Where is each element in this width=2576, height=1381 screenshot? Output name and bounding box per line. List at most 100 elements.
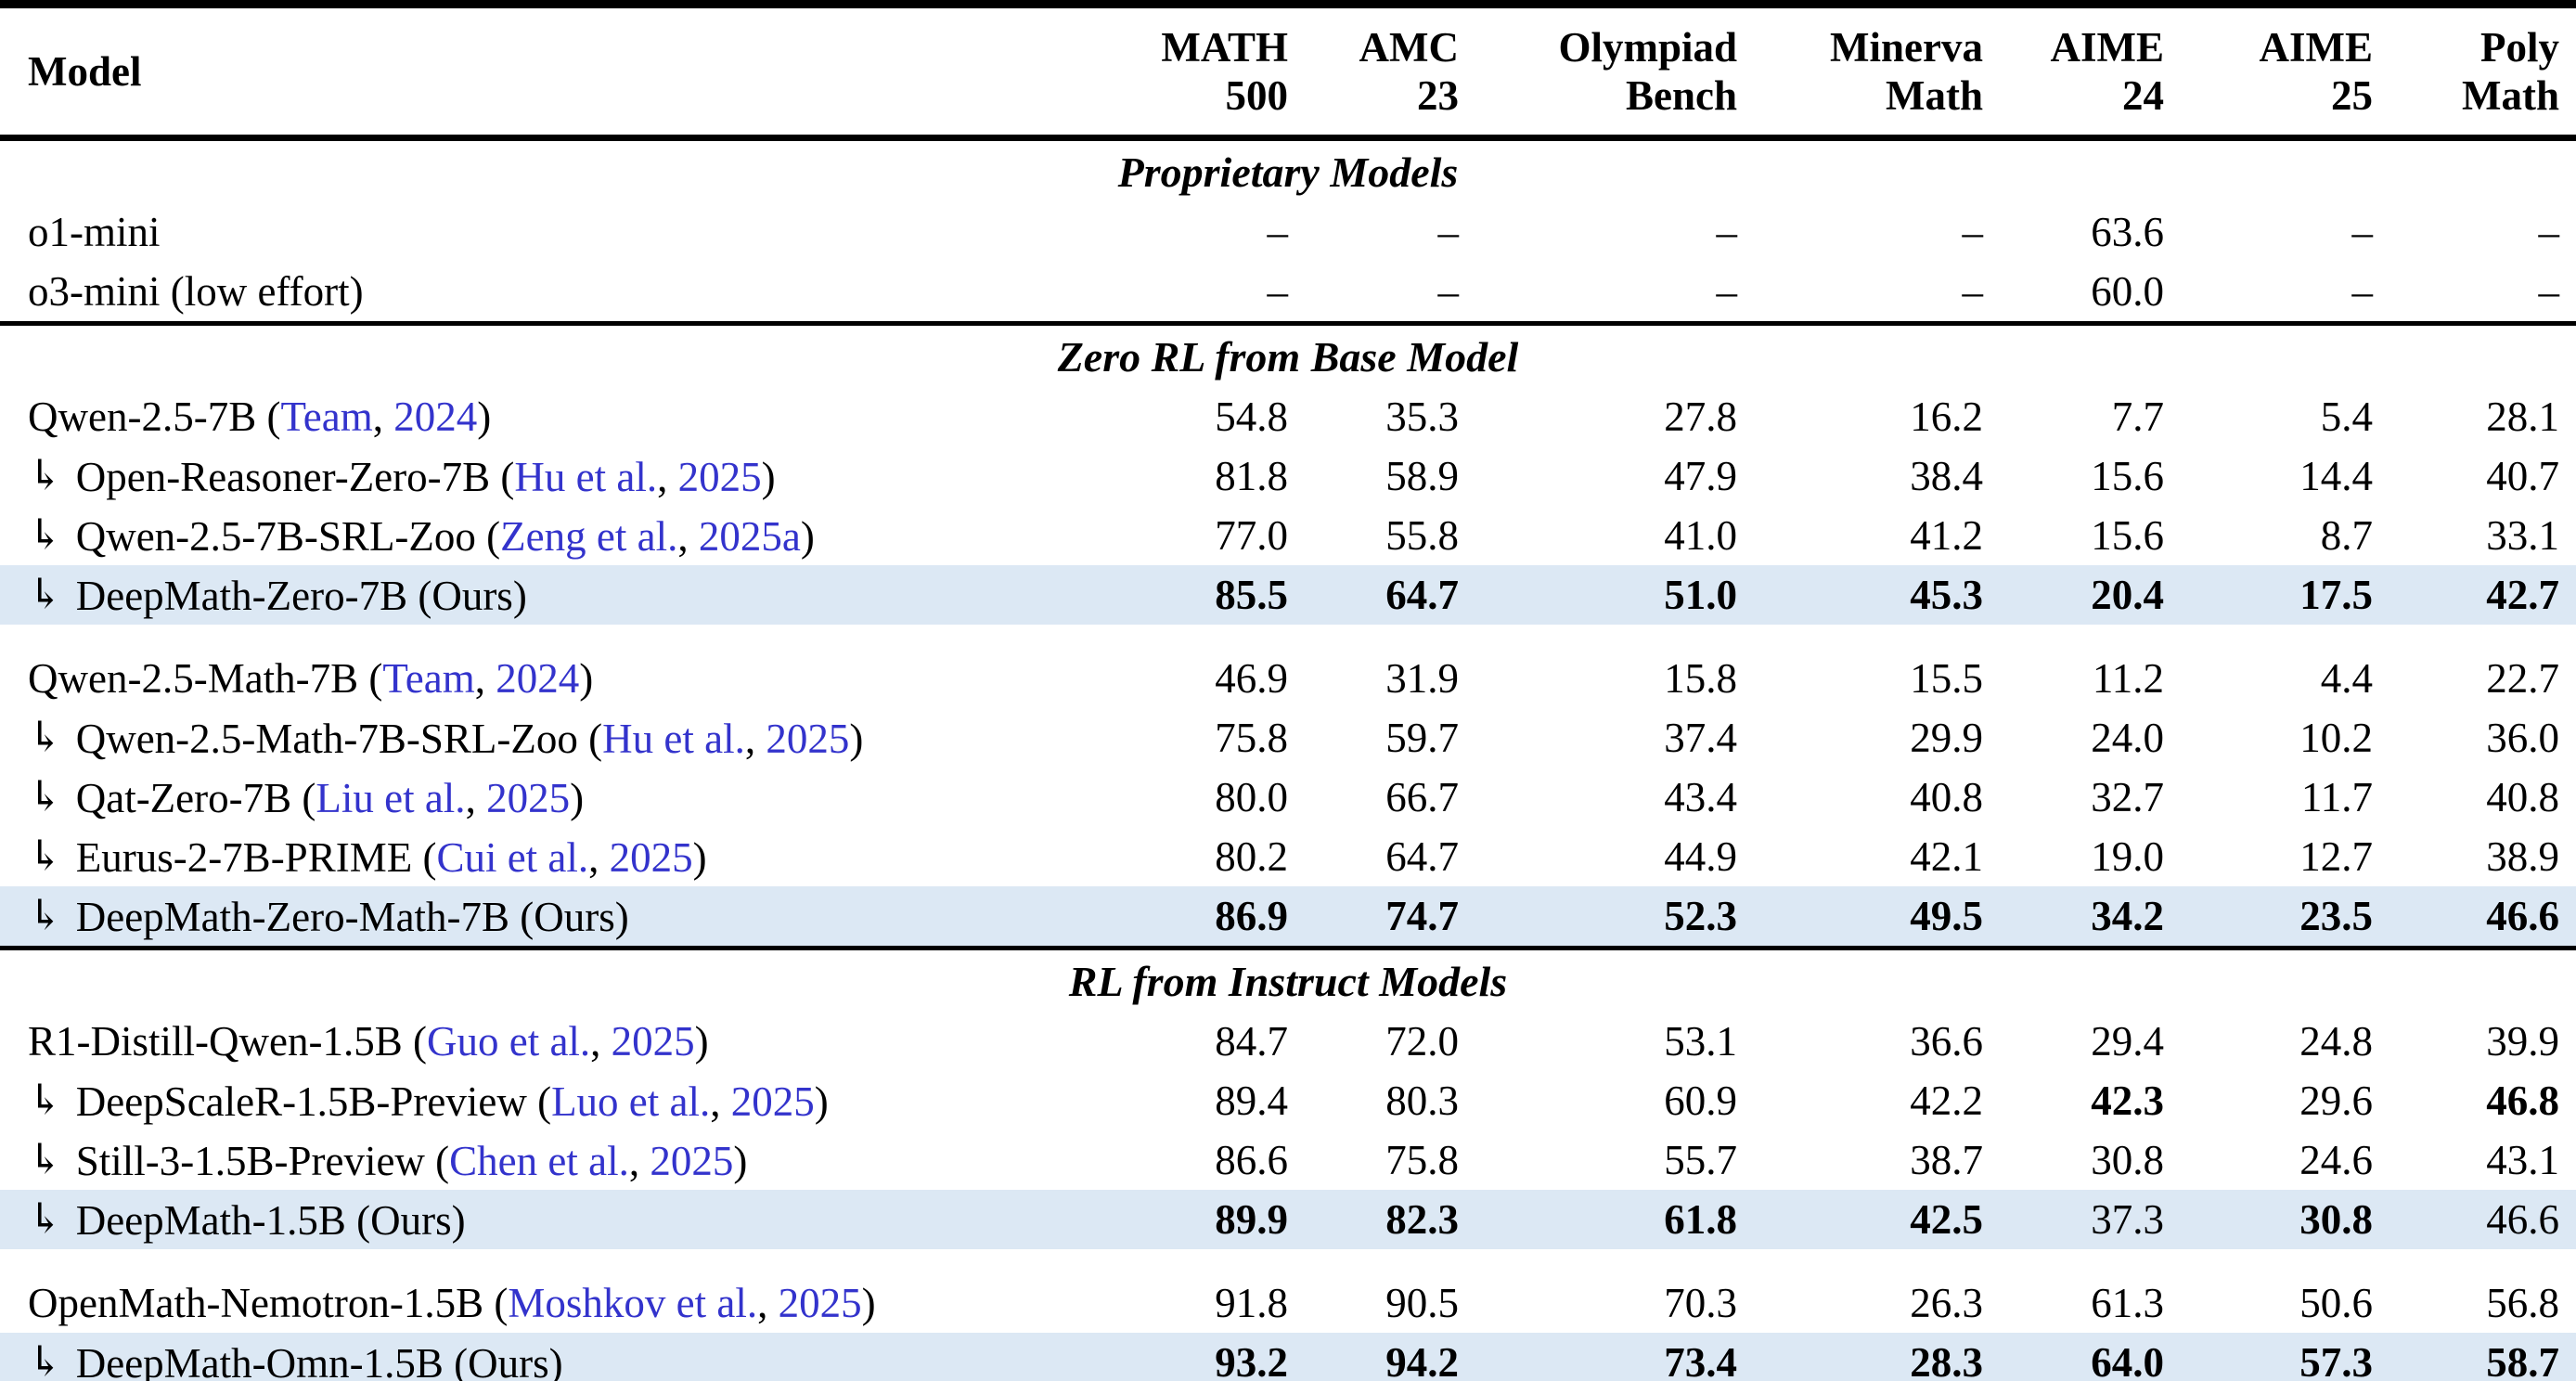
column-header-line1: AIME	[2050, 24, 2165, 71]
score-cell: –	[1962, 209, 1984, 256]
score-cell: 42.3	[2091, 1078, 2164, 1125]
citation-link[interactable]: 2025	[650, 1137, 734, 1184]
model-name: )	[579, 655, 594, 703]
citation-link[interactable]: Cui et al.	[436, 833, 589, 881]
score-cell: 29.6	[2299, 1078, 2373, 1125]
branch-arrow-icon: ↳	[28, 891, 63, 938]
citation-link[interactable]: 2025	[766, 715, 850, 762]
score-cell: 11.2	[2092, 655, 2164, 703]
table-row: ↳ Qat-Zero-7B (Liu et al., 2025) 80.0 66.7 4…	[0, 768, 2576, 827]
group-spacer	[0, 1249, 2576, 1273]
score-cell: 30.8	[2181, 1190, 2389, 1250]
model-name: Still-3-1.5B-Preview (	[75, 1137, 450, 1184]
section-title: Proprietary Models	[1117, 148, 1459, 196]
citation-link[interactable]: Liu et al.	[316, 774, 466, 821]
score-cell: 73.4	[1475, 1333, 1754, 1381]
score-cell: 42.5	[1754, 1190, 2000, 1250]
citation-link[interactable]: 2025	[677, 453, 762, 500]
model-name: Qat-Zero-7B (	[75, 774, 316, 821]
score-cell: 22.7	[2486, 655, 2559, 703]
score-cell: 52.3	[1475, 886, 1754, 949]
model-cell: Qwen-2.5-Math-7B (Team, 2024)	[0, 649, 1119, 708]
column-header-line1: AIME	[2259, 24, 2374, 71]
table-row: o3-mini (low effort) – – – – 60.0 – –	[0, 262, 2576, 324]
citation-link[interactable]: Chen et al.	[449, 1137, 629, 1184]
model-name: ,	[588, 833, 610, 881]
model-name: Open-Reasoner-Zero-7B (	[75, 453, 515, 500]
citation-link[interactable]: 2025	[486, 774, 571, 821]
model-cell: ↳ DeepMath-Zero-Math-7B (Ours)	[0, 886, 1119, 949]
score-cell: 32.7	[2091, 774, 2164, 821]
table-row: ↳ DeepScaleR-1.5B-Preview (Luo et al., 20…	[0, 1071, 2576, 1130]
group-spacer-cell	[0, 1249, 2576, 1273]
table-row: ↳ Still-3-1.5B-Preview (Chen et al., 2025…	[0, 1130, 2576, 1190]
score-cell: 36.6	[1910, 1018, 1983, 1065]
score-cell: 40.7	[2486, 453, 2559, 500]
score-cell: 29.9	[1910, 715, 1983, 762]
table-row-ours: ↳ DeepMath-1.5B (Ours) 89.9 82.3 61.8 42.5 37.…	[0, 1190, 2576, 1250]
column-header-line1: Olympiad	[1558, 24, 1737, 71]
citation-link[interactable]: 2024	[393, 394, 478, 441]
citation-link[interactable]: Hu et al.	[602, 715, 745, 762]
score-cell: 38.4	[1910, 453, 1983, 500]
score-cell: 20.4	[2000, 565, 2181, 626]
score-cell: 41.0	[1664, 512, 1737, 560]
score-cell: –	[2351, 268, 2374, 316]
citation-link[interactable]: Hu et al.	[514, 453, 658, 500]
score-cell: 7.7	[2111, 394, 2164, 441]
citation-link[interactable]: Moshkov et al.	[508, 1280, 758, 1327]
column-header-line1: AMC	[1359, 24, 1459, 71]
citation-link[interactable]: 2024	[496, 655, 580, 703]
score-cell: 66.7	[1385, 774, 1459, 821]
branch-arrow-icon: ↳	[28, 832, 63, 879]
column-header-olympiad-bench: Olympiad Bench	[1475, 4, 1754, 142]
score-cell: 64.7	[1305, 565, 1475, 626]
model-cell: ↳ Open-Reasoner-Zero-7B (Hu et al., 2025)	[0, 446, 1119, 506]
citation-link[interactable]: 2025	[778, 1280, 862, 1327]
citation-link[interactable]: Team	[382, 655, 475, 703]
citation-link[interactable]: Zeng et al.	[500, 512, 678, 560]
group-spacer-cell	[0, 625, 2576, 649]
score-cell: 14.4	[2299, 453, 2373, 500]
table-header: Model MATH 500 AMC 23 Olympiad Bench Min…	[0, 4, 2576, 142]
score-cell: 33.1	[2486, 512, 2559, 560]
branch-arrow-icon: ↳	[28, 1337, 63, 1381]
score-cell: 64.0	[2000, 1333, 2181, 1381]
model-name: ,	[474, 655, 496, 703]
citation-link[interactable]: 2025a	[698, 512, 801, 560]
score-cell: 12.7	[2299, 833, 2373, 881]
score-cell: 37.4	[1664, 715, 1737, 762]
citation-link[interactable]: Guo et al.	[426, 1018, 591, 1065]
score-cell: 80.0	[1215, 774, 1288, 821]
model-name: )	[692, 833, 707, 881]
citation-link[interactable]: 2025	[609, 833, 693, 881]
model-cell: ↳ Qwen-2.5-Math-7B-SRL-Zoo (Hu et al., 20…	[0, 708, 1119, 768]
model-cell: ↳ DeepMath-Omn-1.5B (Ours)	[0, 1333, 1119, 1381]
score-cell: 91.8	[1215, 1280, 1288, 1327]
score-cell: 44.9	[1664, 833, 1737, 881]
section-header-row: RL from Instruct Models	[0, 946, 2576, 1013]
score-cell: 82.3	[1305, 1190, 1475, 1250]
model-name: DeepMath-Zero-7B (Ours)	[75, 572, 527, 619]
score-cell: 61.3	[2091, 1280, 2164, 1327]
citation-link[interactable]: 2025	[611, 1018, 695, 1065]
score-cell: 86.6	[1215, 1137, 1288, 1184]
score-cell: 19.0	[2091, 833, 2164, 881]
column-header-line2: Math	[2462, 72, 2559, 120]
citation-link[interactable]: Luo et al.	[551, 1078, 711, 1125]
score-cell: 94.2	[1305, 1333, 1475, 1381]
model-name: ,	[710, 1078, 731, 1125]
citation-link[interactable]: 2025	[730, 1078, 815, 1125]
score-cell: –	[1716, 209, 1738, 256]
column-header-aime24: AIME 24	[2000, 4, 2181, 142]
table-row-ours: ↳ DeepMath-Zero-7B (Ours) 85.5 64.7 51.0 45.3…	[0, 565, 2576, 626]
citation-link[interactable]: Team	[280, 394, 373, 441]
score-cell: 60.9	[1664, 1078, 1737, 1125]
score-cell: 43.1	[2486, 1137, 2559, 1184]
score-cell: –	[1962, 268, 1984, 316]
model-name: DeepMath-Zero-Math-7B (Ours)	[75, 893, 629, 940]
model-name: Eurus-2-7B-PRIME (	[75, 833, 437, 881]
score-cell: 54.8	[1215, 394, 1288, 441]
column-header-model: Model	[0, 4, 1119, 142]
model-cell: Qwen-2.5-7B (Team, 2024)	[0, 387, 1119, 446]
